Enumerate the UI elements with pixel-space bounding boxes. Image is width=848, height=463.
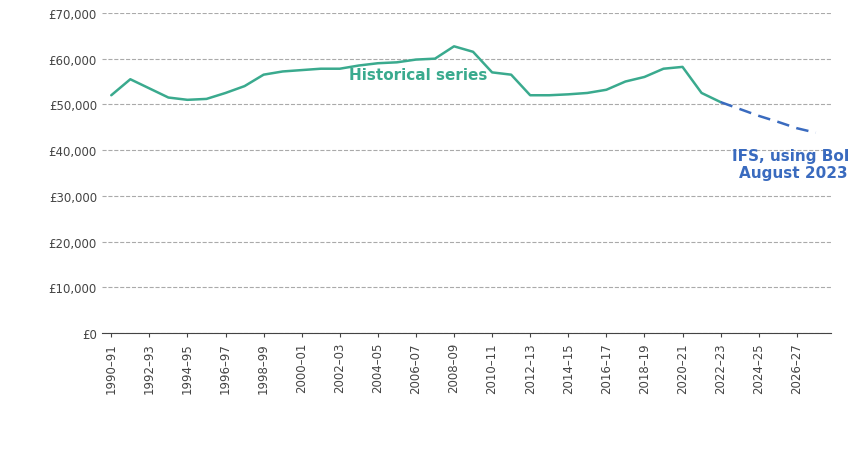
Text: IFS, using BoE
August 2023: IFS, using BoE August 2023 bbox=[732, 148, 848, 181]
Text: Historical series: Historical series bbox=[349, 68, 488, 83]
